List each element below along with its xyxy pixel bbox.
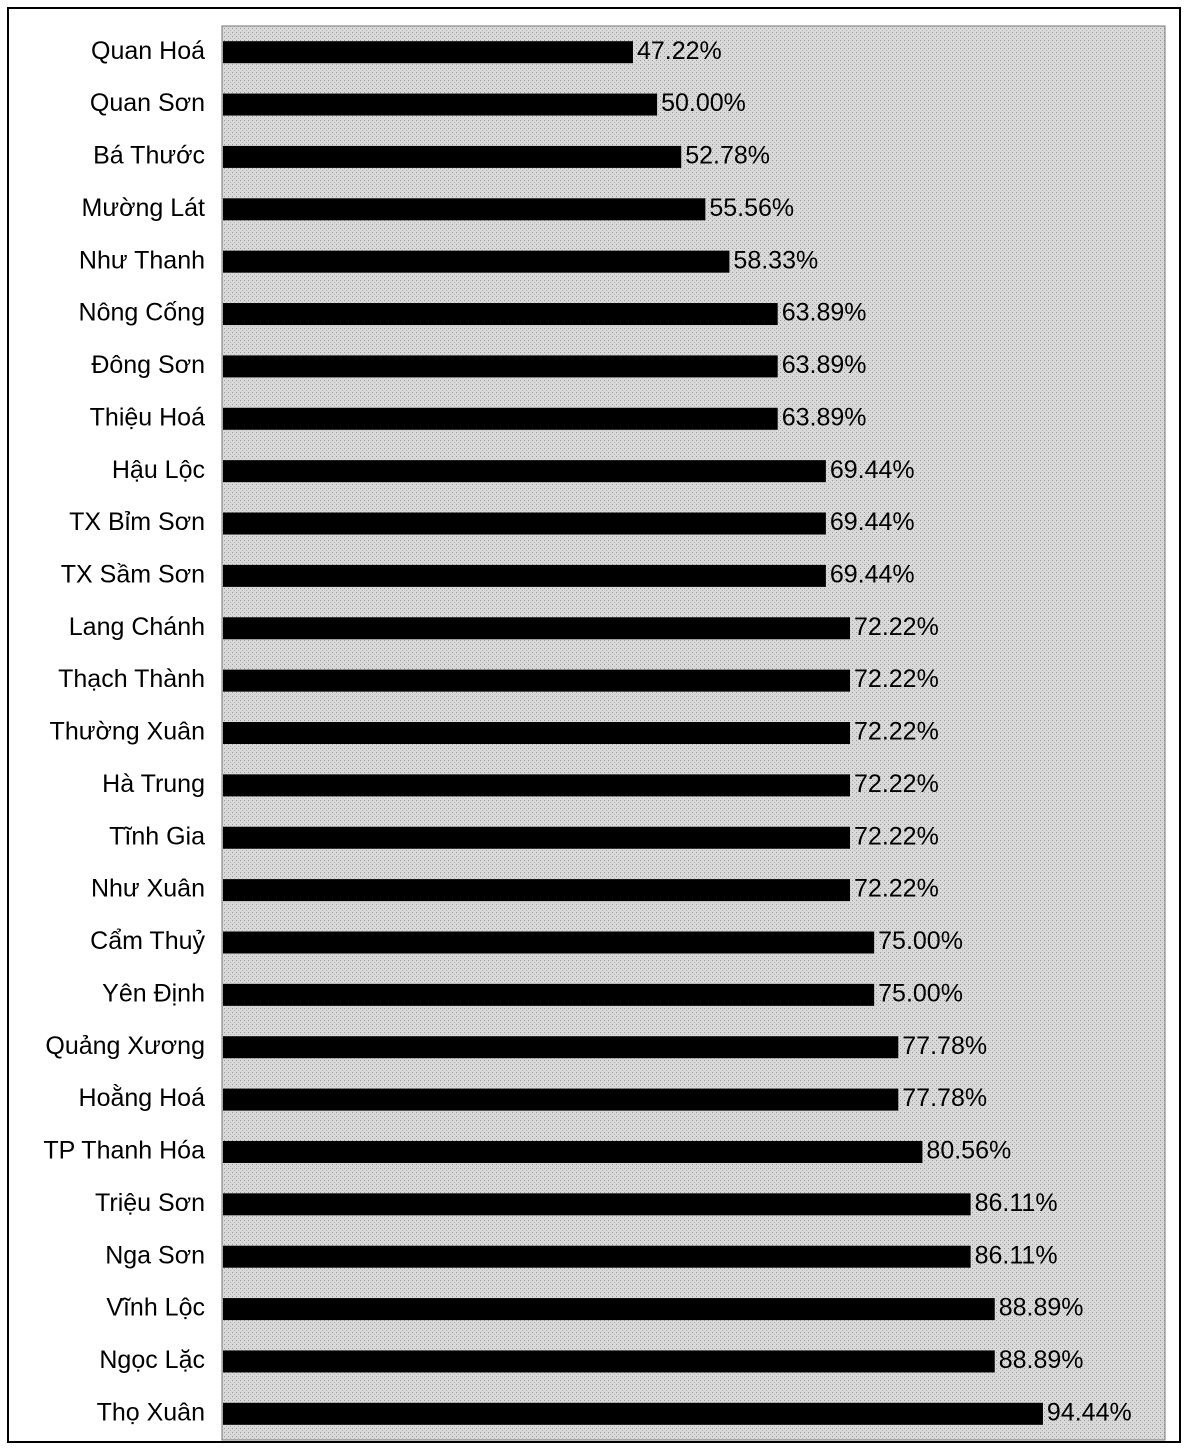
- y-tick-label: Nông Cống: [79, 299, 205, 327]
- bar: [223, 931, 875, 954]
- y-tick-label: Quan Hoá: [91, 37, 205, 65]
- data-label: 63.89%: [782, 299, 867, 327]
- bar: [223, 617, 851, 640]
- y-tick-label: Yên Định: [102, 979, 205, 1007]
- bar: [223, 1350, 995, 1373]
- data-label: 50.00%: [661, 89, 746, 117]
- y-tick-label: Mường Lát: [82, 194, 206, 222]
- y-tick-label: Hoằng Hoá: [79, 1083, 206, 1112]
- data-label: 75.00%: [878, 927, 963, 955]
- y-tick-label: TX Sầm Sơn: [61, 560, 205, 588]
- y-tick-label: Bá Thước: [93, 142, 205, 170]
- data-label: 72.22%: [854, 770, 939, 798]
- bar: [223, 774, 851, 797]
- data-label: 63.89%: [782, 351, 867, 379]
- bar: [223, 1402, 1043, 1425]
- bar: [223, 460, 826, 483]
- bar: [223, 145, 682, 168]
- y-tick-label: Quảng Xương: [45, 1032, 205, 1060]
- data-label: 72.22%: [854, 613, 939, 641]
- y-tick-label: Tĩnh Gia: [109, 822, 205, 850]
- data-label: 75.00%: [878, 979, 963, 1007]
- data-label: 69.44%: [830, 508, 915, 536]
- y-tick-label: TP Thanh Hóa: [43, 1137, 205, 1165]
- y-tick-label: Thạch Thành: [58, 665, 205, 693]
- data-label: 72.22%: [854, 822, 939, 850]
- bar: [223, 41, 633, 64]
- data-label: 88.89%: [999, 1294, 1084, 1322]
- bar: [223, 983, 875, 1006]
- bar: [223, 93, 658, 116]
- y-tick-label: Ngọc Lặc: [99, 1346, 205, 1374]
- y-tick-label: Thọ Xuân: [97, 1398, 205, 1426]
- data-label: 69.44%: [830, 560, 915, 588]
- bar: [223, 826, 851, 849]
- bar: [223, 669, 851, 692]
- data-label: 52.78%: [685, 142, 770, 170]
- y-tick-label: Đông Sơn: [91, 351, 205, 379]
- y-tick-label: Như Xuân: [91, 875, 205, 903]
- bar: [223, 250, 730, 273]
- data-label: 69.44%: [830, 456, 915, 484]
- data-label: 55.56%: [709, 194, 794, 222]
- bar: [223, 1245, 971, 1268]
- y-tick-label: Thường Xuân: [50, 718, 205, 746]
- y-tick-label: Hà Trung: [102, 770, 205, 798]
- data-label: 77.78%: [902, 1032, 987, 1060]
- y-tick-label: Hậu Lộc: [112, 456, 205, 484]
- y-tick-label: Vĩnh Lộc: [106, 1294, 205, 1322]
- y-tick-label: Thiệu Hoá: [90, 403, 205, 431]
- data-label: 80.56%: [926, 1137, 1011, 1165]
- bar: [223, 722, 851, 744]
- bar: [223, 1088, 899, 1111]
- y-tick-label: Triệu Sơn: [95, 1189, 205, 1217]
- data-label: 72.22%: [854, 875, 939, 903]
- bar: [223, 1193, 971, 1216]
- data-label: 58.33%: [733, 246, 818, 274]
- y-tick-label: TX Bỉm Sơn: [69, 508, 205, 536]
- bar: [223, 1298, 995, 1321]
- bar: [223, 303, 778, 326]
- data-label: 72.22%: [854, 718, 939, 746]
- bar: [223, 355, 778, 378]
- y-tick-label: Như Thanh: [79, 246, 205, 274]
- y-tick-label: Quan Sơn: [90, 89, 205, 117]
- bar: [223, 879, 851, 902]
- y-tick-label: Cẩm Thuỷ: [90, 927, 205, 955]
- bar: [223, 407, 778, 430]
- y-tick-label: Nga Sơn: [105, 1241, 205, 1269]
- bar: [223, 198, 706, 221]
- bar: [223, 512, 826, 535]
- data-label: 47.22%: [637, 37, 722, 65]
- bar: [223, 564, 826, 587]
- bar: [223, 1036, 899, 1059]
- y-tick-label: Lang Chánh: [69, 613, 205, 641]
- bar: [223, 1140, 923, 1163]
- data-label: 86.11%: [975, 1189, 1058, 1217]
- data-label: 72.22%: [854, 665, 939, 693]
- data-label: 86.11%: [975, 1241, 1058, 1269]
- data-label: 77.78%: [902, 1084, 987, 1112]
- data-label: 63.89%: [782, 403, 867, 431]
- data-label: 88.89%: [999, 1346, 1084, 1374]
- data-label: 94.44%: [1047, 1398, 1132, 1426]
